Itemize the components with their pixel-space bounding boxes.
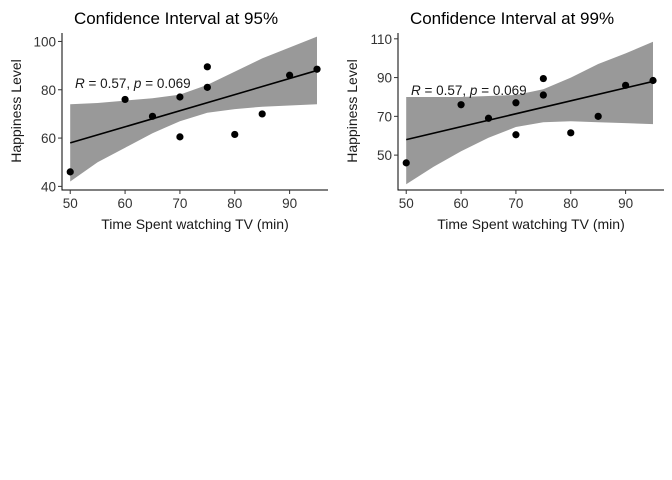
y-tick-label: 90 [377,71,392,86]
chart-title: Confidence Interval at 99% [410,9,614,28]
fit-line-layer [70,69,318,144]
x-tick-label: 50 [399,196,414,211]
confidence-band-layer [406,41,653,185]
regression-line [406,80,654,141]
x-tick-label: 90 [282,196,297,211]
axis-lines [61,33,328,191]
x-tick-label: 60 [118,196,133,211]
data-point [539,91,547,99]
data-point [539,74,547,83]
data-point [594,112,602,120]
data-point [512,131,520,139]
x-tick-label: 80 [563,196,578,211]
data-point [231,130,239,139]
y-ticks: 50 70 90 110 [370,32,398,163]
y-tick-label: 60 [41,131,56,146]
y-tick-label: 110 [370,32,392,47]
x-tick-label: 90 [618,196,633,211]
data-point [148,112,157,120]
panel-ci-95: Confidence Interval at 95% 50 60 70 80 90 40… [8,9,328,232]
correlation-annotation: R = 0.57, p = 0.069 [411,83,527,98]
data-point [176,93,184,101]
confidence-band [406,41,653,185]
data-point [484,114,493,122]
data-point [258,110,266,118]
data-point [512,99,520,107]
data-point [313,65,321,73]
data-point [457,101,465,109]
confidence-band-layer [70,36,317,182]
data-point [203,63,211,71]
fit-line-layer [406,80,654,141]
panel-ci-99: Confidence Interval at 99% 50 60 70 80 90 50… [344,9,664,232]
data-point [176,133,184,141]
y-tick-label: 70 [377,109,392,124]
data-point [66,168,74,176]
correlation-annotation: R = 0.57, p = 0.069 [75,76,191,91]
data-point [649,76,657,85]
x-tick-label: 50 [63,196,78,211]
confidence-band [70,36,317,182]
axis-lines [397,33,664,191]
x-tick-label: 60 [454,196,469,211]
x-axis-label: Time Spent watching TV (min) [101,216,289,232]
data-point [121,95,129,104]
y-axis-label: Happiness Level [344,59,360,163]
regression-line [70,69,318,144]
data-point [402,159,410,167]
chart-title: Confidence Interval at 95% [74,9,278,28]
x-tick-label: 70 [172,196,187,211]
x-axis-label: Time Spent watching TV (min) [437,216,625,232]
y-tick-label: 50 [377,148,392,163]
y-tick-label: 80 [41,83,56,98]
points-layer [66,63,321,176]
y-tick-label: 100 [33,34,56,49]
y-axis-label: Happiness Level [8,59,24,163]
points-layer [402,74,657,167]
x-tick-label: 80 [227,196,242,211]
x-ticks: 50 60 70 80 90 [63,190,297,211]
data-point [567,129,575,137]
x-ticks: 50 60 70 80 90 [399,190,633,211]
x-tick-label: 70 [508,196,523,211]
y-ticks: 40 60 80 100 [33,34,62,194]
data-point [286,71,294,79]
data-point [203,83,211,91]
y-tick-label: 40 [41,179,56,194]
data-point [622,81,630,89]
